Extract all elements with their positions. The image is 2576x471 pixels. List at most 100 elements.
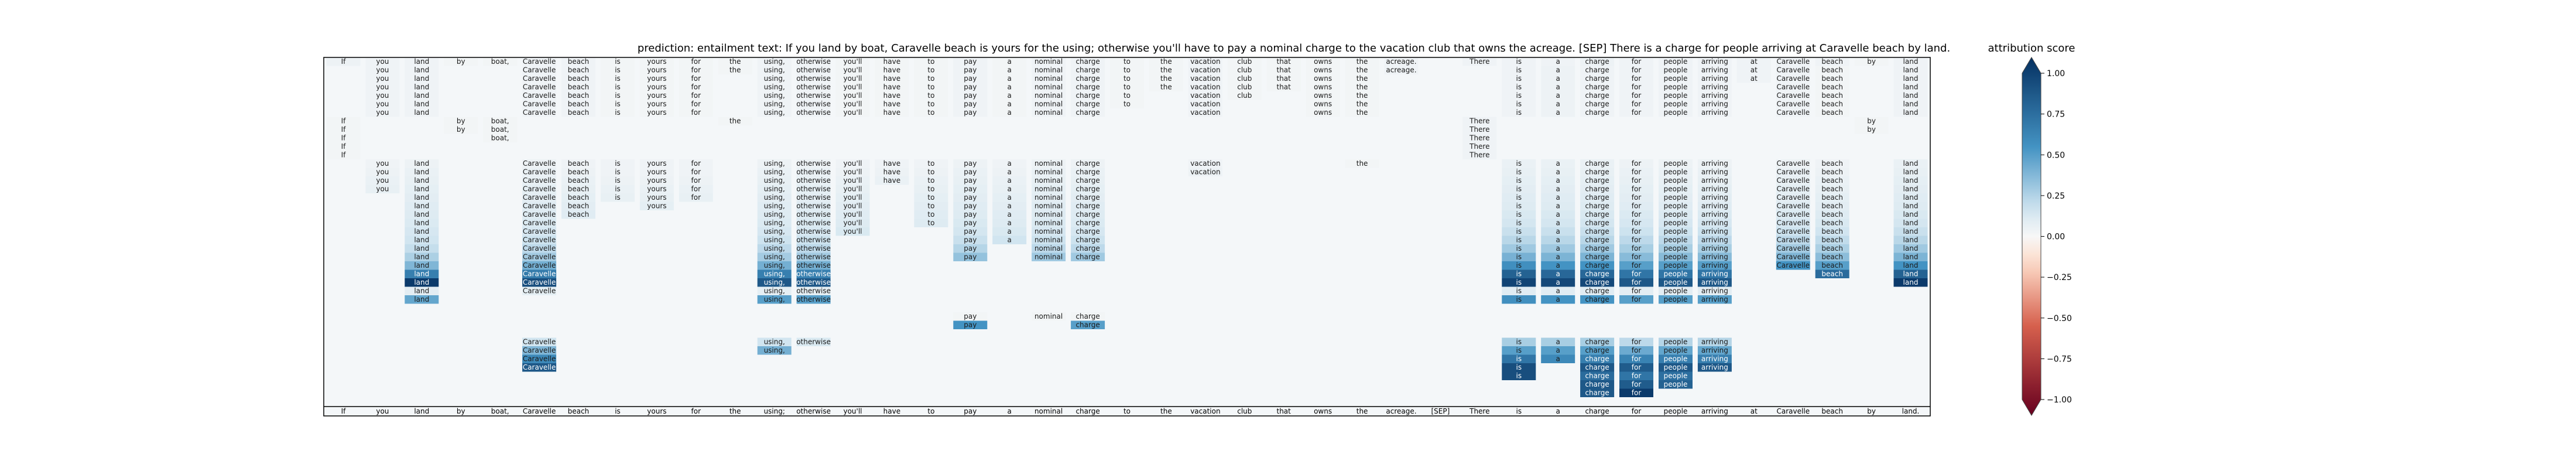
heatmap-cell-label: nominal <box>1034 193 1063 202</box>
heatmap-cell-label: a <box>1556 338 1560 346</box>
heatmap-cell-label: Caravelle <box>523 91 556 100</box>
heatmap-cell-label: otherwise <box>796 202 831 210</box>
heatmap-cell-label: nominal <box>1034 168 1063 176</box>
heatmap-cell <box>561 159 595 168</box>
heatmap-cell <box>1266 83 1301 91</box>
heatmap-cell-label: vacation <box>1190 66 1220 74</box>
x-token-label: to <box>927 407 934 415</box>
heatmap-cell-label: people <box>1664 287 1688 295</box>
heatmap-row: Caravelle is charge for people arriving <box>522 363 1732 372</box>
heatmap-cell <box>1580 185 1615 193</box>
heatmap-cell-label: a <box>1008 91 1012 100</box>
heatmap-cell <box>1697 269 1732 278</box>
heatmap-cell-label: yours <box>647 193 666 202</box>
heatmap-cell-label: land <box>414 185 429 193</box>
heatmap-cell-label: using, <box>764 57 785 66</box>
heatmap-cell <box>835 176 870 185</box>
heatmap-cell <box>679 74 713 83</box>
heatmap-cell-label: pay <box>964 312 977 320</box>
heatmap-cell-label: Caravelle <box>1777 193 1810 202</box>
heatmap-cell <box>639 66 674 74</box>
heatmap-cell <box>1032 91 1066 100</box>
heatmap-cell <box>405 261 439 270</box>
colorbar-tick-label: −0.75 <box>2047 354 2072 364</box>
heatmap-cell-label: the <box>1356 83 1368 91</box>
heatmap-cell <box>1893 74 1928 83</box>
heatmap-cell <box>1345 66 1379 74</box>
heatmap-cell-label: people <box>1664 244 1688 252</box>
heatmap-cell-label: beach <box>568 168 590 176</box>
heatmap-cell-label: you'll <box>843 83 862 91</box>
heatmap-cell-label: you <box>376 100 389 108</box>
heatmap-cell-label: to <box>927 210 934 219</box>
heatmap-cell <box>1815 202 1849 210</box>
x-token-label: the <box>729 407 741 415</box>
heatmap-cell-label: Caravelle <box>1777 168 1810 176</box>
heatmap-cell-label: a <box>1556 159 1560 168</box>
heatmap-cell-label: a <box>1556 219 1560 227</box>
x-token-label: There <box>1469 407 1489 415</box>
heatmap-cell <box>1659 380 1693 389</box>
heatmap-cell <box>522 261 557 270</box>
heatmap-cell <box>1227 66 1262 74</box>
heatmap-cell-label: for <box>1632 244 1642 252</box>
heatmap-cell <box>639 83 674 91</box>
heatmap-cell <box>757 176 792 185</box>
heatmap-cell <box>1659 210 1693 219</box>
heatmap-cell-label: to <box>927 74 934 83</box>
heatmap-cell-label: is <box>1516 355 1522 363</box>
heatmap-cell-label: is <box>1516 100 1522 108</box>
heatmap-cell <box>992 83 1027 91</box>
heatmap-cell <box>522 346 557 355</box>
heatmap-cell <box>1032 219 1066 227</box>
heatmap-cell <box>561 193 595 202</box>
heatmap-cell-label: is <box>1516 261 1522 269</box>
heatmap-cell-label: people <box>1664 270 1688 278</box>
heatmap-cell <box>1462 151 1497 159</box>
heatmap-cell-label: beach <box>1821 74 1843 83</box>
colorbar-tick-label: 0.50 <box>2047 151 2065 160</box>
heatmap-row: charge for <box>1580 388 1653 397</box>
heatmap-cell <box>796 202 831 210</box>
heatmap-cell-label: land <box>1903 261 1919 269</box>
heatmap-cell-label: charge <box>1585 278 1609 286</box>
heatmap-cell-label: nominal <box>1034 185 1063 193</box>
heatmap-cell <box>522 219 557 227</box>
heatmap-cell-label: a <box>1556 193 1560 202</box>
heatmap-cell-label: using, <box>764 66 785 74</box>
heatmap-cell <box>757 168 792 176</box>
heatmap-cell-label: a <box>1008 168 1012 176</box>
heatmap-cell <box>1619 91 1653 100</box>
heatmap-cell <box>1580 210 1615 219</box>
heatmap-cell <box>405 210 439 219</box>
heatmap-cell-label: nominal <box>1034 159 1063 168</box>
heatmap-cell <box>444 125 478 134</box>
heatmap-cell <box>601 193 635 202</box>
heatmap-cell <box>405 236 439 244</box>
heatmap-cell <box>953 219 988 227</box>
heatmap-cell <box>483 134 518 142</box>
heatmap-cell <box>1541 202 1575 210</box>
heatmap-row: land Caravelle beach yours using, otherwise yo… <box>405 202 1928 210</box>
heatmap-cell-label: nominal <box>1034 57 1063 66</box>
heatmap-row: land Caravelle beach is yours for using, otherw… <box>405 193 1928 202</box>
heatmap-cell-label: a <box>1008 202 1012 210</box>
heatmap-cell-label: Caravelle <box>523 193 556 202</box>
heatmap-cell <box>522 286 557 295</box>
heatmap-cell-label: yours <box>647 168 666 176</box>
heatmap-cell-label: is <box>615 108 621 117</box>
heatmap-cell-label: using, <box>764 278 785 286</box>
heatmap-cell-label: by <box>457 57 465 66</box>
heatmap-cell <box>522 168 557 176</box>
heatmap-cell-label: charge <box>1585 261 1609 269</box>
colorbar-tick-label: 1.00 <box>2047 69 2065 78</box>
heatmap-cell-label: pay <box>964 253 977 261</box>
heatmap-cell-label: Caravelle <box>1777 227 1810 236</box>
heatmap-cell-label: pay <box>964 185 977 193</box>
heatmap-cell <box>1580 100 1615 108</box>
heatmap-cell-label: the <box>1356 66 1368 74</box>
heatmap-cell <box>1619 244 1653 253</box>
heatmap-cell <box>1502 100 1536 108</box>
heatmap-cell <box>835 74 870 83</box>
heatmap-cell <box>1659 74 1693 83</box>
